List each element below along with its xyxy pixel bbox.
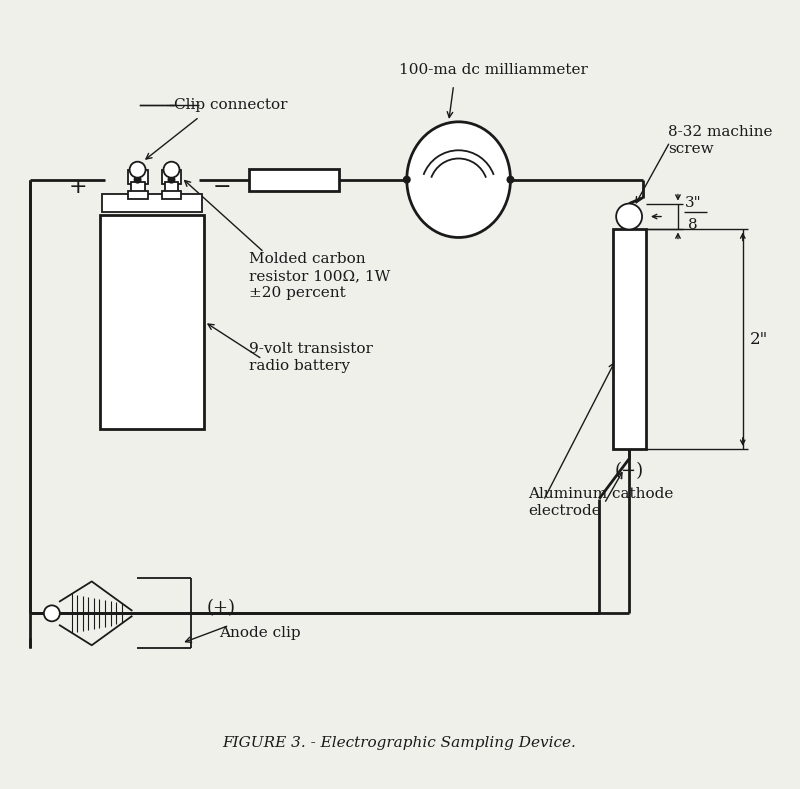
Bar xyxy=(250,169,339,191)
Text: 2": 2" xyxy=(750,331,768,348)
Text: +: + xyxy=(69,177,87,196)
Circle shape xyxy=(402,176,410,184)
Bar xyxy=(130,181,145,192)
Bar xyxy=(128,191,147,199)
Circle shape xyxy=(506,176,514,184)
Text: Anode clip: Anode clip xyxy=(219,626,301,641)
Circle shape xyxy=(616,204,642,230)
Bar xyxy=(128,170,147,184)
Bar xyxy=(162,191,182,199)
Ellipse shape xyxy=(406,122,510,237)
Text: −: − xyxy=(213,177,232,196)
Text: 9-volt transistor: 9-volt transistor xyxy=(250,342,373,356)
Text: Molded carbon: Molded carbon xyxy=(250,252,366,267)
Circle shape xyxy=(167,176,175,184)
Circle shape xyxy=(134,176,142,184)
Text: 8-32 machine: 8-32 machine xyxy=(668,125,773,139)
Text: electrode: electrode xyxy=(529,503,601,518)
Text: FIGURE 3. - Electrographic Sampling Device.: FIGURE 3. - Electrographic Sampling Devi… xyxy=(222,736,576,750)
Text: +: + xyxy=(414,168,427,183)
Circle shape xyxy=(130,162,146,178)
Bar xyxy=(165,181,178,192)
Text: Aluminum cathode: Aluminum cathode xyxy=(529,487,674,501)
Bar xyxy=(162,170,182,184)
Text: (−): (−) xyxy=(614,462,644,480)
Bar xyxy=(102,193,202,211)
Text: resistor 100Ω, 1W: resistor 100Ω, 1W xyxy=(250,269,390,283)
Text: 3": 3" xyxy=(685,196,702,210)
Text: (+): (+) xyxy=(206,600,235,617)
Text: radio battery: radio battery xyxy=(250,359,350,373)
Circle shape xyxy=(163,162,179,178)
Text: Clip connector: Clip connector xyxy=(174,98,288,112)
Bar xyxy=(613,230,646,449)
Bar xyxy=(100,215,204,429)
Text: 8: 8 xyxy=(688,218,698,231)
Circle shape xyxy=(44,605,60,621)
Text: −: − xyxy=(490,168,503,183)
Text: screw: screw xyxy=(668,142,714,155)
Text: 100-ma dc milliammeter: 100-ma dc milliammeter xyxy=(398,63,588,77)
Text: ±20 percent: ±20 percent xyxy=(250,286,346,301)
